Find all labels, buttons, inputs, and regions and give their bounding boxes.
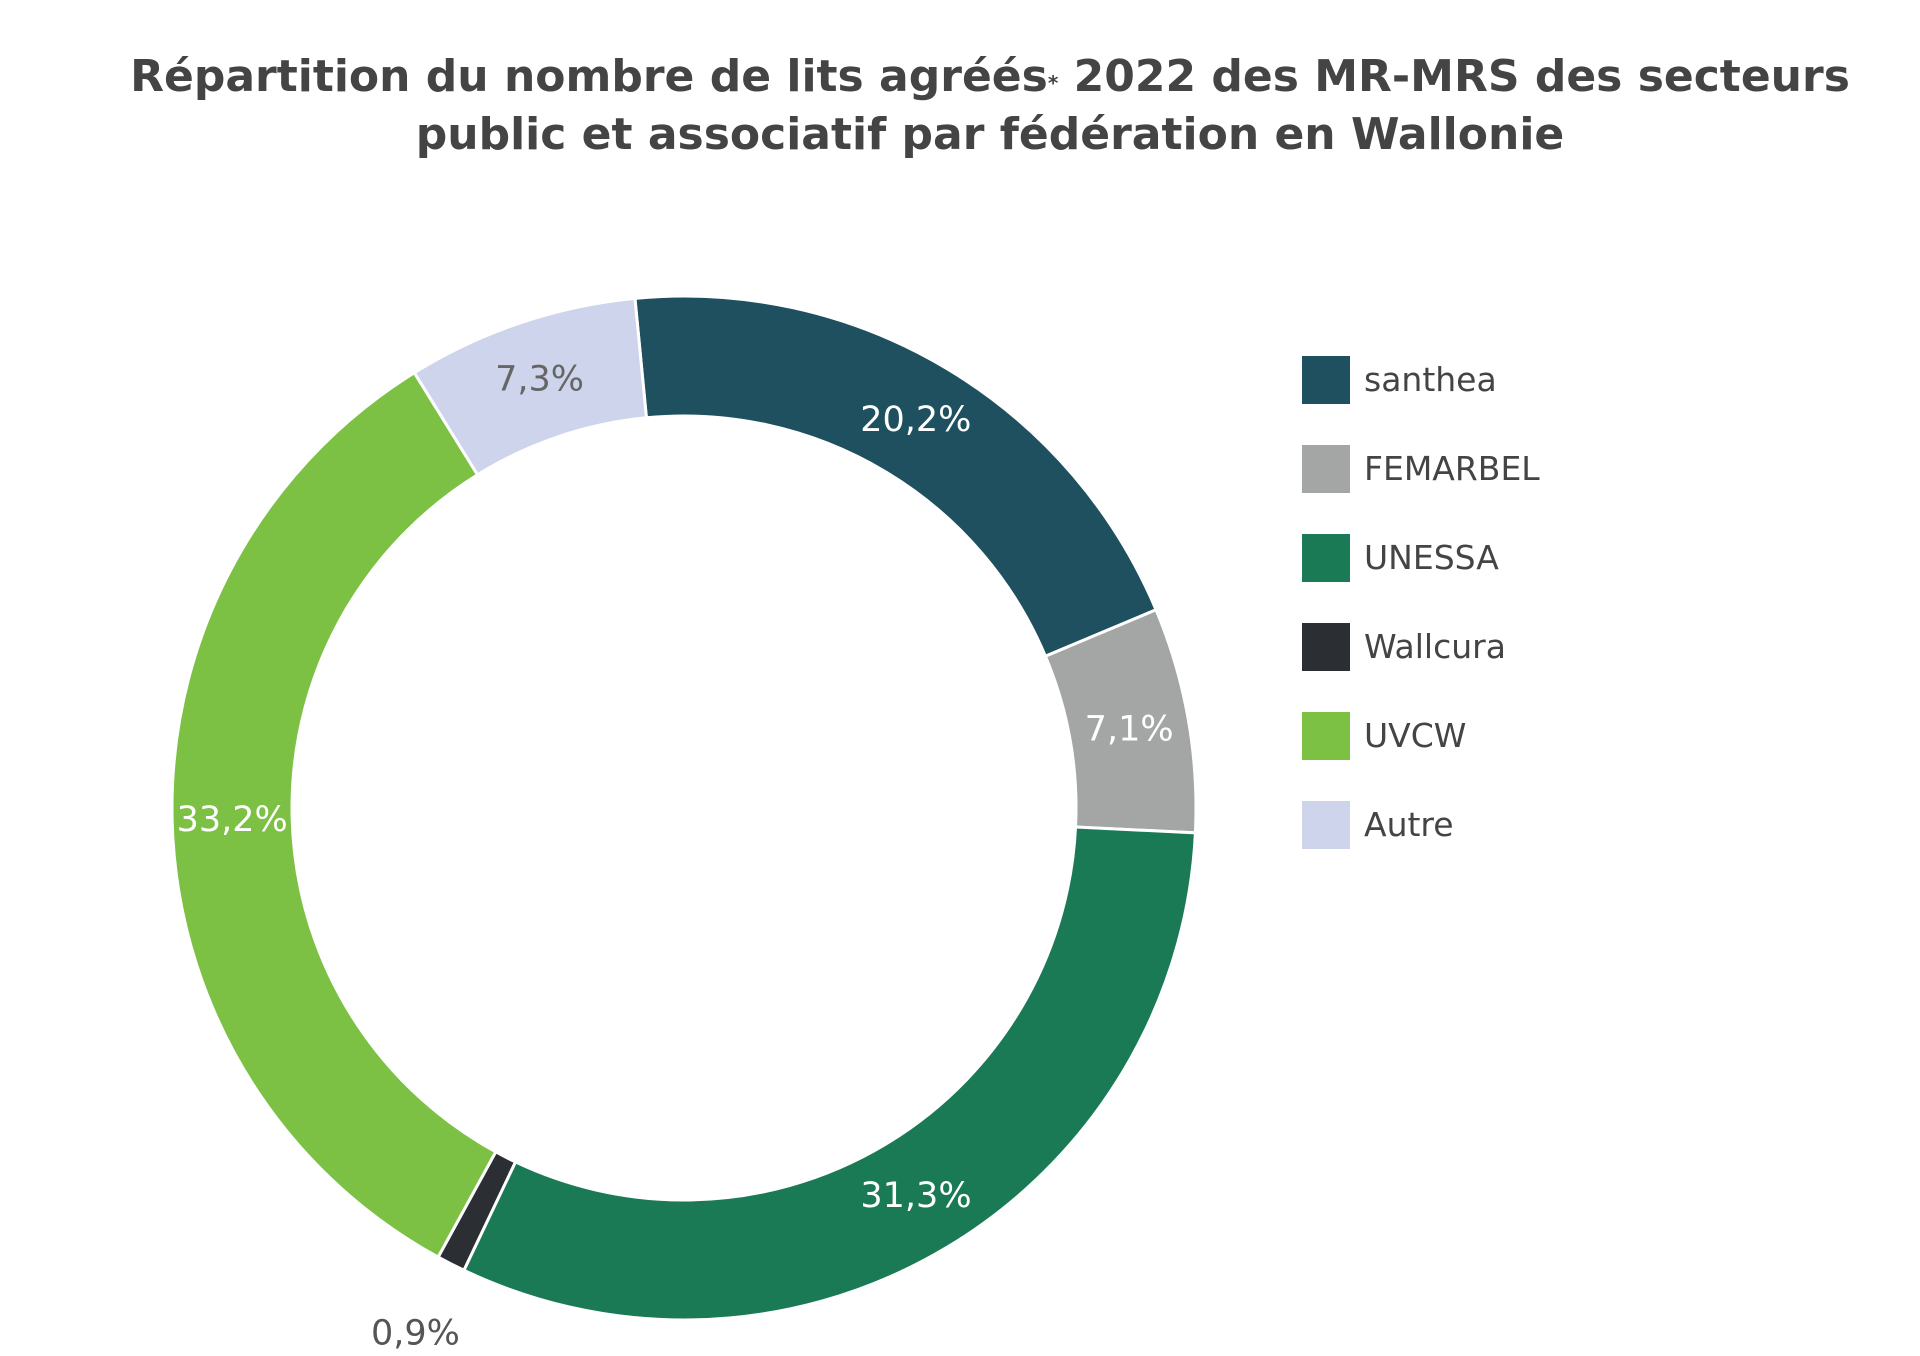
- legend-label-uvcw: UVCW: [1364, 716, 1467, 755]
- donut-slices: [170, 294, 1198, 1322]
- legend-label-autre: Autre: [1364, 805, 1454, 844]
- legend-swatch-unessa: [1302, 534, 1350, 582]
- legend-item-santhea: santhea: [1302, 356, 1702, 406]
- legend-label-unessa: UNESSA: [1364, 538, 1499, 577]
- legend-label-santhea: santhea: [1364, 360, 1497, 399]
- chart-title-line-2: public et associatif par fédération en W…: [415, 109, 1565, 160]
- legend-label-femarbel: FEMARBEL: [1364, 449, 1540, 488]
- data-label-femarbel: 7,1%: [1085, 710, 1174, 750]
- data-label-autre: 7,3%: [495, 360, 584, 400]
- chart-title: Répartition du nombre de lits agréés* 20…: [0, 48, 1920, 164]
- legend-swatch-santhea: [1302, 356, 1350, 404]
- legend-item-uvcw: UVCW: [1302, 712, 1702, 762]
- data-label-wallcura: 0,9%: [371, 1313, 460, 1353]
- legend-item-autre: Autre: [1302, 801, 1702, 851]
- title-text-part-2: 2022 des MR-MRS des secteurs: [1058, 51, 1850, 102]
- slice-santhea: [633, 294, 1159, 659]
- data-label-unessa: 31,3%: [860, 1176, 971, 1216]
- data-label-uvcw: 33,2%: [177, 800, 288, 840]
- legend-swatch-femarbel: [1302, 445, 1350, 493]
- title-footnote-marker: *: [1047, 71, 1059, 95]
- data-label-santhea: 20,2%: [860, 400, 971, 440]
- legend-label-wallcura: Wallcura: [1364, 627, 1506, 666]
- donut-data-labels: 20,2% 7,1% 31,3% 0,9% 33,2% 7,3%: [177, 360, 1174, 1354]
- chart-title-line-1: Répartition du nombre de lits agréés* 20…: [0, 48, 1920, 106]
- slice-unessa: [461, 825, 1197, 1322]
- title-text-part-1: Répartition du nombre de lits agréés: [130, 51, 1048, 102]
- slice-autre: [412, 296, 649, 477]
- legend-item-unessa: UNESSA: [1302, 534, 1702, 584]
- legend-swatch-uvcw: [1302, 712, 1350, 760]
- legend-item-wallcura: Wallcura: [1302, 623, 1702, 673]
- slice-uvcw: [170, 370, 498, 1260]
- legend-swatch-autre: [1302, 801, 1350, 849]
- legend-item-femarbel: FEMARBEL: [1302, 445, 1702, 495]
- legend-swatch-wallcura: [1302, 623, 1350, 671]
